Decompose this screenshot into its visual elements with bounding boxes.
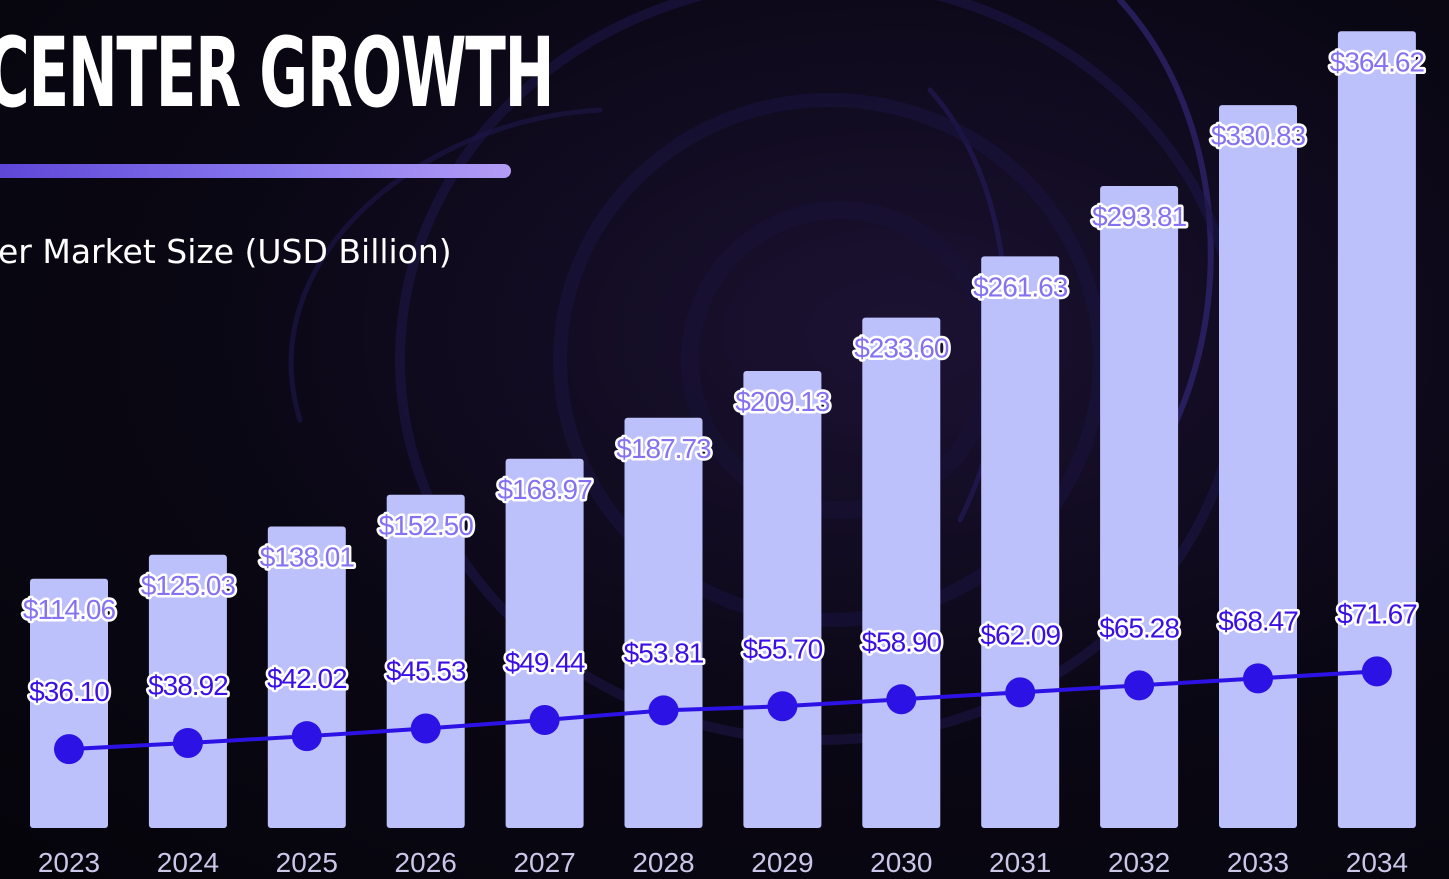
line-value-label-2026: $45.53	[386, 656, 466, 687]
x-tick-label-2031: 2031	[989, 847, 1051, 878]
bar-2026	[386, 494, 465, 828]
line-point-2024	[172, 727, 203, 758]
bar-2031	[981, 256, 1060, 828]
bar-2034	[1337, 31, 1416, 829]
bar-2032	[1100, 186, 1179, 828]
line-value-label-2034: $71.67	[1337, 598, 1417, 629]
bar-2030	[862, 317, 941, 828]
line-value-label-2028: $53.81	[624, 637, 704, 668]
bar-value-label-2024: $125.03	[141, 570, 236, 601]
bar-labels-layer: $114.06 $125.03 $138.01 $152.50 $168.97 $187.…	[20, 44, 1428, 627]
bar-value-label-2026: $152.50	[379, 510, 474, 541]
line-value-label-2027: $49.44	[505, 647, 585, 678]
bar-2033	[1219, 105, 1297, 828]
line-value-label-2024: $38.92	[148, 670, 228, 701]
bar-value-label-2030: $233.60	[854, 333, 949, 364]
line-point-2031	[1005, 677, 1036, 708]
bar-value-label-2025: $138.01	[260, 541, 355, 572]
line-labels-layer: $36.10 $38.92 $42.02 $45.53 $49.44 $53.81 $55.…	[27, 596, 1421, 710]
line-value-label-2032: $65.28	[1099, 612, 1179, 643]
x-tick-label-2028: 2028	[632, 847, 694, 878]
line-point-2028	[648, 695, 679, 726]
x-tick-label-2026: 2026	[395, 847, 457, 878]
line-point-2027	[529, 704, 560, 735]
line-point-2023	[54, 734, 84, 765]
bar-2029	[743, 371, 822, 828]
x-axis-ticks: 2023 2024 2025 2026 2027 2028 2029 2030 2031 2032…	[38, 847, 1408, 878]
x-tick-label-2033: 2033	[1227, 847, 1289, 878]
bar-2023	[30, 578, 108, 828]
bar-value-label-2033: $330.83	[1211, 120, 1306, 151]
line-point-2033	[1243, 663, 1273, 694]
line-value-label-2029: $55.70	[743, 633, 823, 664]
bar-value-label-2027: $168.97	[497, 474, 592, 505]
line-series-path	[68, 669, 1378, 752]
line-value-label-2033: $68.47	[1218, 605, 1298, 636]
bar-value-label-2031: $261.63	[973, 271, 1068, 302]
bar-2025	[267, 526, 346, 828]
line-point-2026	[410, 713, 441, 744]
bar-2028	[624, 417, 703, 828]
x-tick-label-2029: 2029	[751, 847, 813, 878]
line-value-label-2030: $58.90	[861, 626, 941, 657]
bar-value-label-2028: $187.73	[616, 433, 711, 464]
bar-2027	[505, 458, 584, 828]
chart-subtitle: er Market Size (USD Billion)	[0, 232, 452, 271]
x-tick-label-2027: 2027	[513, 847, 575, 878]
x-tick-label-2024: 2024	[157, 847, 219, 878]
bar-2024	[148, 554, 227, 828]
title-accent-bar	[0, 164, 511, 178]
bars-layer	[30, 31, 1416, 829]
bar-value-label-2032: $293.81	[1092, 201, 1187, 232]
x-tick-label-2023: 2023	[38, 847, 100, 878]
page-title: CENTER GROWTH	[0, 17, 554, 129]
x-tick-label-2034: 2034	[1346, 847, 1408, 878]
x-tick-label-2032: 2032	[1108, 847, 1170, 878]
bar-value-label-2034: $364.62	[1330, 46, 1425, 77]
line-point-2034	[1361, 656, 1392, 687]
line-layer	[54, 656, 1392, 765]
line-value-label-2025: $42.02	[267, 663, 347, 694]
bar-value-label-2029: $209.13	[735, 386, 830, 417]
line-value-label-2031: $62.09	[980, 619, 1060, 650]
line-point-2030	[886, 684, 917, 715]
x-tick-label-2025: 2025	[276, 847, 338, 878]
line-point-2029	[767, 691, 798, 722]
line-value-label-2023: $36.10	[29, 676, 109, 707]
line-point-2025	[291, 721, 322, 752]
x-tick-label-2030: 2030	[870, 847, 932, 878]
line-point-2032	[1124, 670, 1155, 701]
bar-value-label-2023: $114.06	[23, 594, 116, 625]
